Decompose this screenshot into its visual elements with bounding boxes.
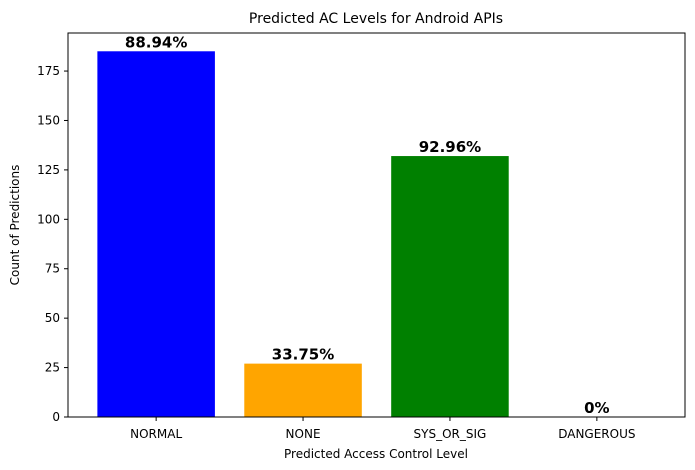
data-label: 88.94% [125, 33, 187, 51]
x-axis-label: Predicted Access Control Level [284, 447, 468, 461]
plot-frame [67, 32, 686, 418]
x-tick-label: NORMAL [130, 427, 182, 441]
chart-title: Predicted AC Levels for Android APIs [249, 11, 503, 27]
x-tick-label: DANGEROUS [558, 427, 635, 441]
bar-none [244, 363, 362, 417]
bar-normal [97, 51, 215, 418]
bar-sys-or-sig [391, 156, 509, 417]
data-label: 0% [584, 399, 609, 417]
plot-area: 0 25 50 75 100 125 150 175 NORMAL 88.94% NONE 33.75… [37, 33, 635, 441]
y-tick-label: 50 [45, 311, 60, 325]
y-tick-label: 150 [37, 113, 60, 127]
y-tick-label: 125 [37, 163, 60, 177]
y-tick-label: 25 [45, 361, 60, 375]
y-tick-label: 100 [37, 212, 60, 226]
y-tick-label: 0 [52, 410, 60, 424]
y-axis-label: Count of Predictions [8, 165, 22, 286]
x-tick-label: SYS_OR_SIG [414, 427, 487, 441]
data-label: 92.96% [419, 138, 481, 156]
y-tick-label: 175 [37, 64, 60, 78]
y-tick-label: 75 [45, 262, 60, 276]
x-tick-label: NONE [286, 427, 321, 441]
data-label: 33.75% [272, 346, 334, 364]
